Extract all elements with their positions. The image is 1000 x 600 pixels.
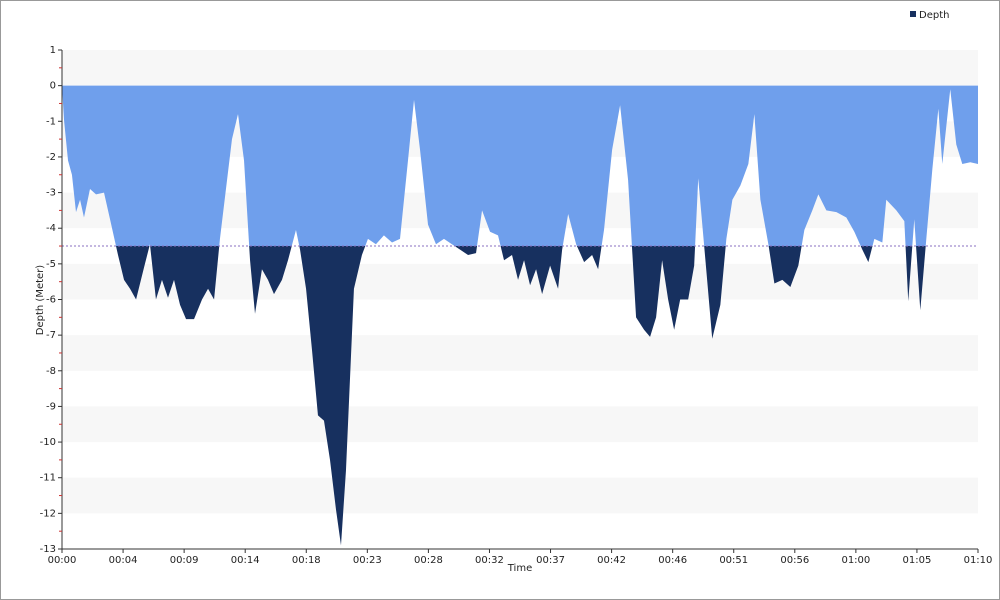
x-tick-label: 00:51 (719, 555, 748, 566)
legend-label: Depth (919, 10, 949, 21)
grid-band (62, 50, 978, 86)
y-tick-label: -7 (46, 330, 56, 341)
y-tick-label: -5 (46, 259, 56, 270)
y-tick-label: -10 (40, 437, 56, 448)
y-tick-label: 1 (50, 45, 56, 56)
x-tick-label: 00:42 (597, 555, 626, 566)
x-tick-label: 00:09 (170, 555, 199, 566)
y-tick-label: -3 (46, 188, 56, 199)
x-tick-label: 00:56 (780, 555, 809, 566)
y-tick-label: -13 (40, 544, 56, 555)
y-axis-label: Depth (Meter) (35, 265, 46, 336)
y-tick-label: 0 (50, 81, 56, 92)
y-tick-label: -6 (46, 295, 56, 306)
x-tick-label: 00:04 (109, 555, 138, 566)
x-tick-label: 00:23 (353, 555, 382, 566)
x-tick-label: 00:37 (536, 555, 565, 566)
depth-area (62, 85, 978, 546)
x-tick-label: 00:32 (475, 555, 504, 566)
y-tick-label: -8 (46, 366, 56, 377)
x-axis-label: Time (507, 563, 532, 574)
y-tick-label: -12 (40, 508, 56, 519)
x-tick-label: 00:46 (658, 555, 687, 566)
x-tick-label: 00:00 (48, 555, 77, 566)
x-tick-label: 01:05 (903, 555, 932, 566)
grid-band (62, 335, 978, 371)
y-tick-label: -2 (46, 152, 56, 163)
legend-swatch (910, 11, 916, 17)
y-tick-label: -4 (46, 223, 56, 234)
x-tick-label: 01:10 (964, 555, 993, 566)
x-tick-label: 00:18 (292, 555, 321, 566)
x-tick-label: 01:00 (841, 555, 870, 566)
y-tick-label: -1 (46, 116, 56, 127)
x-tick-label: 00:28 (414, 555, 443, 566)
grid-band (62, 406, 978, 443)
x-tick-label: 00:14 (231, 555, 260, 566)
y-tick-label: -9 (46, 401, 56, 412)
grid-band (62, 477, 978, 514)
y-tick-label: -11 (40, 473, 56, 484)
